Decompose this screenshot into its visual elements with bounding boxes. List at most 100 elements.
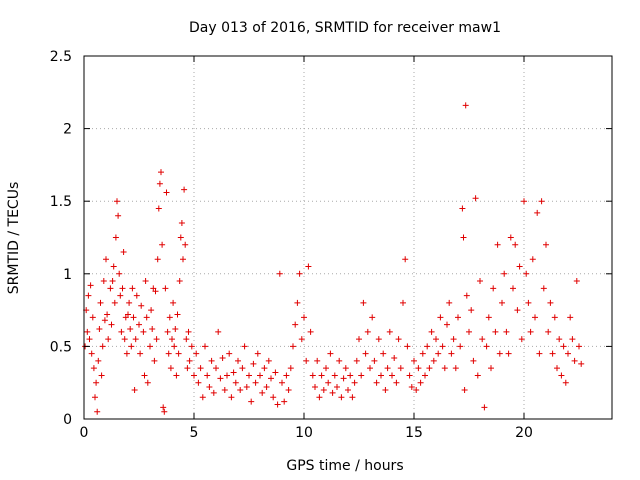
data-point xyxy=(461,386,468,393)
data-point xyxy=(230,369,237,376)
data-point xyxy=(358,372,365,379)
data-point xyxy=(136,321,142,328)
data-point xyxy=(165,350,172,357)
data-point xyxy=(462,102,469,109)
data-point xyxy=(305,263,312,270)
data-point xyxy=(128,343,135,350)
data-point xyxy=(488,365,494,372)
data-point xyxy=(298,336,305,343)
data-point xyxy=(274,401,281,408)
data-point xyxy=(243,384,250,391)
data-point xyxy=(94,408,101,415)
y-tick-label: 0.5 xyxy=(50,339,72,355)
data-point xyxy=(161,408,168,415)
data-point xyxy=(176,278,183,285)
data-point xyxy=(250,360,257,367)
data-point xyxy=(142,278,149,285)
data-point xyxy=(369,314,376,321)
data-point xyxy=(191,372,197,379)
data-point xyxy=(199,394,206,401)
data-point xyxy=(100,278,107,285)
data-point xyxy=(265,357,272,364)
data-point xyxy=(303,357,310,364)
data-point xyxy=(397,365,404,372)
y-axis-label: SRMTID / TECUs xyxy=(6,182,22,295)
data-point xyxy=(123,350,130,357)
data-point xyxy=(386,328,393,335)
data-point xyxy=(459,205,466,212)
data-point xyxy=(177,234,184,241)
y-axis-ticks: 0 0.5 1 1.5 2 2.5 xyxy=(50,49,612,428)
data-point xyxy=(565,350,571,357)
data-point xyxy=(175,350,182,357)
data-point xyxy=(261,365,268,372)
data-point xyxy=(402,256,409,263)
data-point xyxy=(172,325,179,332)
data-point xyxy=(137,350,144,357)
data-point xyxy=(144,379,151,386)
data-point xyxy=(98,372,105,379)
data-point xyxy=(562,379,569,386)
data-point xyxy=(545,328,552,335)
data-point xyxy=(329,389,336,396)
data-point xyxy=(560,343,567,350)
data-point xyxy=(312,384,318,391)
data-point xyxy=(460,234,467,241)
data-point xyxy=(115,212,122,219)
data-point xyxy=(158,169,164,176)
data-point xyxy=(356,336,362,343)
data-point xyxy=(170,299,177,306)
data-point xyxy=(494,241,501,248)
data-point xyxy=(152,288,159,295)
data-point xyxy=(148,307,155,314)
data-point xyxy=(424,343,431,350)
data-point xyxy=(378,372,384,379)
data-point xyxy=(95,357,102,364)
data-point xyxy=(143,314,150,321)
data-point xyxy=(221,386,228,393)
data-point xyxy=(283,372,290,379)
data-point xyxy=(347,372,354,379)
data-point xyxy=(446,299,453,306)
data-point xyxy=(554,365,560,372)
data-point xyxy=(320,386,327,393)
x-tick-label: 5 xyxy=(190,425,199,441)
x-tick-label: 15 xyxy=(405,425,423,441)
data-point xyxy=(254,350,261,357)
x-tick-label: 0 xyxy=(80,425,89,441)
data-point xyxy=(279,379,285,386)
data-point xyxy=(505,350,512,357)
data-point xyxy=(105,336,112,343)
data-point xyxy=(532,314,538,321)
data-point xyxy=(156,180,163,187)
data-point xyxy=(215,328,222,335)
data-point xyxy=(202,343,208,350)
data-point xyxy=(573,278,580,285)
data-point xyxy=(133,292,140,299)
data-point xyxy=(391,355,398,362)
data-point xyxy=(543,241,549,248)
data-point xyxy=(327,350,334,357)
data-point xyxy=(360,299,367,306)
data-point xyxy=(336,357,343,364)
data-point xyxy=(411,357,417,364)
data-point xyxy=(119,285,126,292)
data-point xyxy=(483,343,490,350)
data-point xyxy=(417,379,424,386)
data-point xyxy=(93,379,100,386)
data-point xyxy=(186,357,193,364)
y-tick-label: 1.5 xyxy=(50,194,72,210)
data-point xyxy=(84,328,91,335)
data-point xyxy=(340,375,347,382)
data-point xyxy=(353,357,360,364)
data-point xyxy=(558,372,565,379)
data-point xyxy=(281,398,288,405)
data-point xyxy=(237,386,244,393)
data-point xyxy=(110,263,117,270)
data-point xyxy=(147,343,153,350)
data-point xyxy=(485,314,492,321)
data-point xyxy=(430,357,437,364)
data-point xyxy=(479,336,486,343)
data-point xyxy=(441,365,448,372)
data-point xyxy=(118,328,125,335)
